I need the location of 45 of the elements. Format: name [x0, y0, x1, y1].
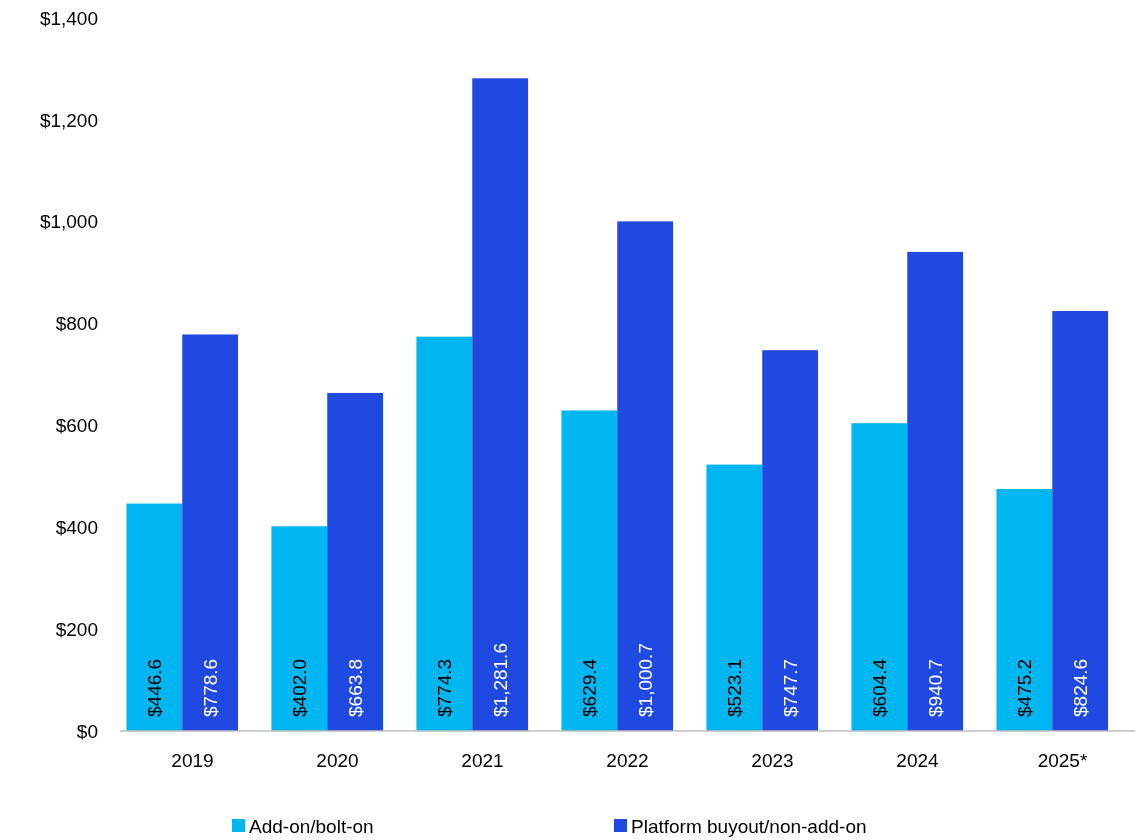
bar: [561, 410, 618, 731]
bar: [617, 221, 674, 731]
x-tick-label: 2019: [171, 750, 214, 771]
data-label: $747.7: [780, 658, 802, 717]
data-label: $604.4: [869, 658, 891, 717]
bar: [472, 78, 529, 731]
data-label: $824.6: [1070, 658, 1092, 717]
data-label: $402.0: [289, 658, 311, 717]
data-label: $940.7: [925, 658, 947, 717]
bar: [706, 464, 763, 731]
bar: [996, 488, 1053, 731]
data-label: $1,281.6: [490, 643, 512, 717]
data-label: $1,000.7: [635, 643, 657, 717]
data-label: $475.2: [1014, 658, 1036, 717]
bar: [907, 251, 964, 731]
bar: [762, 350, 819, 731]
y-tick-label: $1,000: [39, 211, 98, 233]
x-tick-label: 2025*: [1037, 750, 1088, 771]
x-tick-label: 2024: [896, 750, 940, 771]
x-tick-label: 2021: [461, 750, 504, 771]
y-tick-label: $0: [76, 720, 98, 742]
bar: [126, 503, 183, 731]
y-tick-label: $400: [55, 516, 98, 538]
data-label: $778.6: [200, 658, 222, 717]
x-tick-label: 2022: [606, 750, 649, 771]
legend-label: Add-on/bolt-on: [249, 815, 374, 837]
bar: [416, 336, 473, 731]
bar: [182, 334, 239, 731]
x-tick-label: 2020: [316, 750, 359, 771]
bar: [327, 392, 384, 731]
data-label: $446.6: [144, 658, 166, 717]
y-tick-label: $1,200: [39, 109, 98, 131]
y-tick-label: $800: [55, 313, 98, 335]
legend-label: Platform buyout/non-add-on: [631, 815, 867, 837]
y-tick-label: $600: [55, 415, 98, 437]
x-tick-label: 2023: [751, 750, 794, 771]
y-tick-label: $200: [55, 618, 98, 640]
data-label: $774.3: [434, 658, 456, 717]
bar: [1052, 311, 1109, 731]
y-tick-label: $1,400: [39, 7, 98, 29]
bar: [851, 423, 908, 731]
data-label: $629.4: [579, 658, 601, 717]
data-label: $523.1: [724, 658, 746, 717]
data-label: $663.8: [345, 658, 367, 717]
bar: [271, 526, 328, 731]
